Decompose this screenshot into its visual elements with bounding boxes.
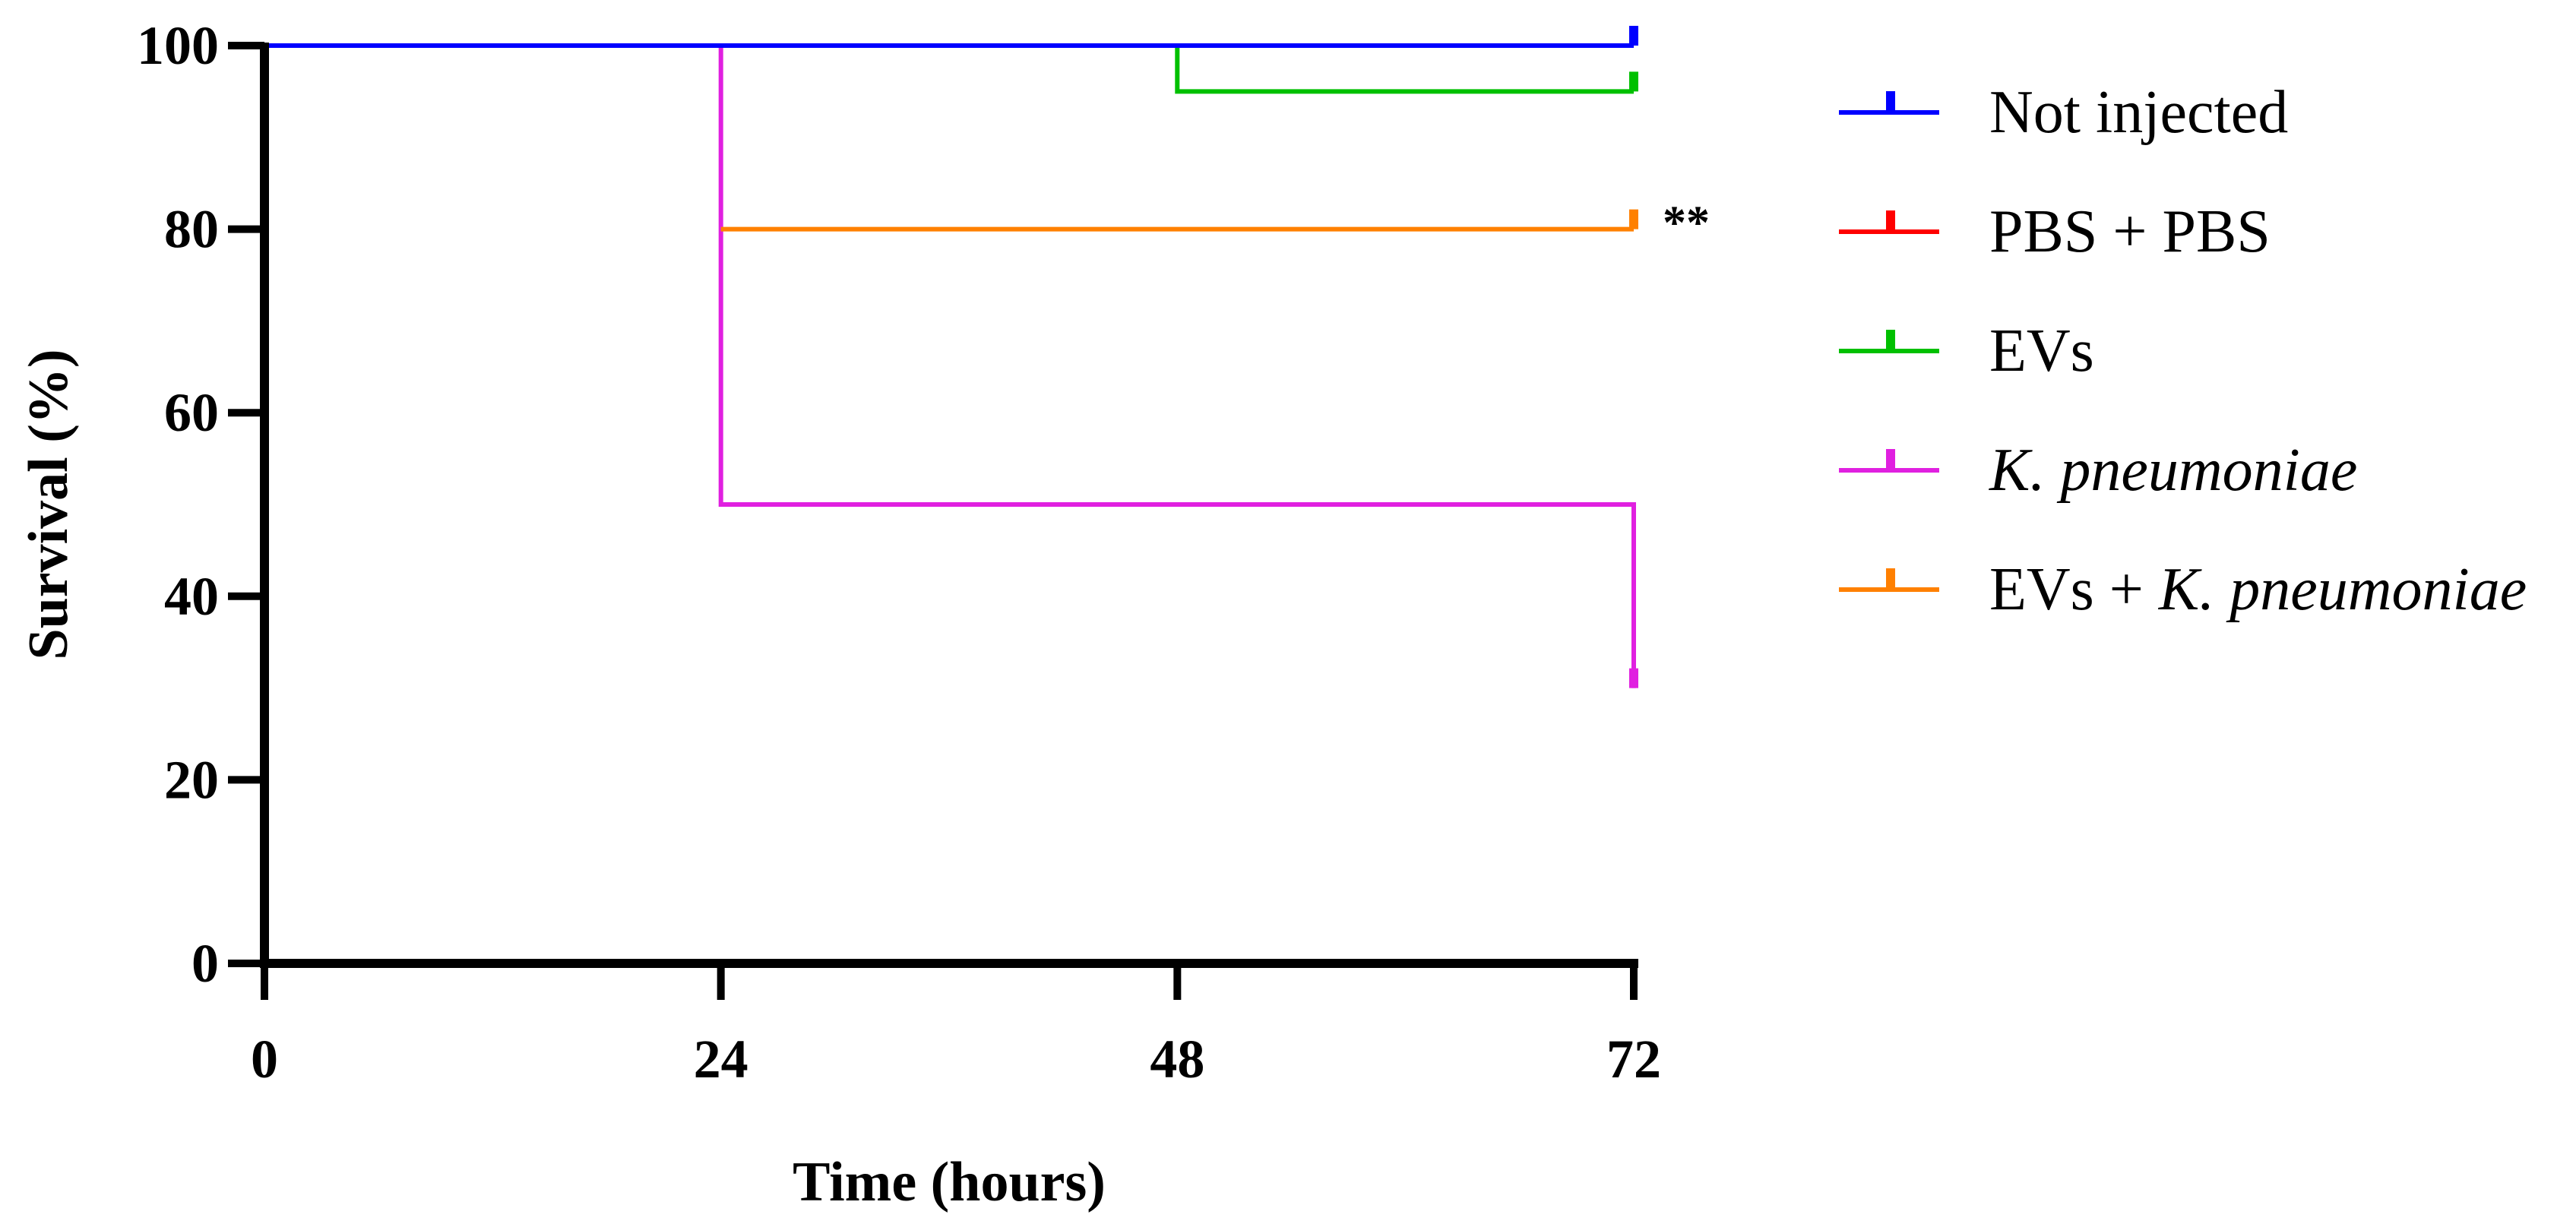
legend-item-k-pneumoniae: K. pneumoniae [1839, 437, 2357, 504]
y-tick-label: 0 [191, 933, 219, 994]
legend-label: K. pneumoniae [1989, 437, 2357, 504]
series-line-k-pneumoniae [264, 43, 1636, 688]
significance-annotation: ** [1663, 198, 1710, 249]
y-tick-label: 100 [137, 15, 219, 76]
y-tick-label: 20 [164, 749, 219, 810]
legend-label: Not injected [1989, 79, 2288, 146]
legend: Not injected PBS + PBS EVs K. pneumoniae EVs… [1839, 79, 2527, 623]
plot-lines [264, 26, 1638, 688]
x-tick-label: 72 [1606, 1029, 1661, 1090]
legend-item-not-injected: Not injected [1839, 79, 2288, 146]
legend-item-evs: EVs [1839, 318, 2094, 384]
x-tick-label: 48 [1150, 1029, 1204, 1090]
y-tick-label: 80 [164, 199, 219, 260]
legend-label: EVs [1989, 318, 2094, 384]
y-tick-label: 40 [164, 566, 219, 627]
axes: 0 20 40 60 80 100 0 24 48 72 Time (hours) Survival … [17, 15, 1710, 1213]
x-tick-label: 0 [251, 1029, 278, 1090]
y-axis-title: Survival (%) [17, 349, 80, 659]
series-line-evs [264, 43, 1634, 94]
x-axis-title: Time (hours) [793, 1151, 1106, 1213]
y-tick-label: 60 [164, 382, 219, 443]
legend-label: PBS + PBS [1989, 198, 2271, 265]
legend-item-evs-k-pneumoniae: EVs + K. pneumoniae [1839, 556, 2527, 623]
legend-item-pbs-pbs: PBS + PBS [1839, 198, 2271, 265]
x-tick-label: 24 [694, 1029, 748, 1090]
legend-label: EVs + K. pneumoniae [1989, 556, 2527, 623]
